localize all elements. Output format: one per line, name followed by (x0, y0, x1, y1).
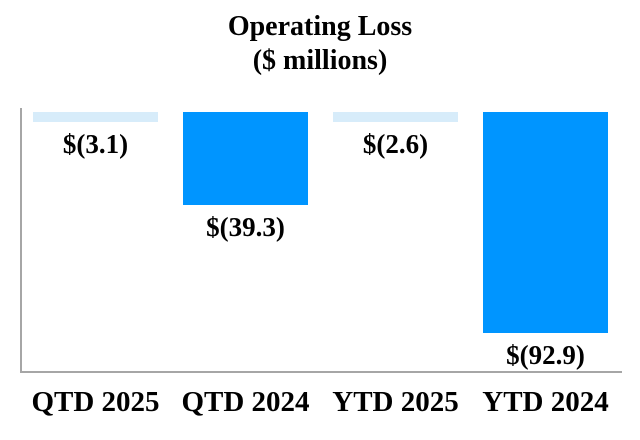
bar-ytd-2024 (483, 112, 608, 333)
category-label-qtd-2024: QTD 2024 (181, 386, 310, 418)
value-label-ytd-2025: $(2.6) (362, 129, 429, 159)
bar-ytd-2025 (333, 112, 458, 122)
chart-title: Operating Loss ($ millions) (0, 10, 640, 78)
category-label-qtd-2025: QTD 2025 (31, 386, 160, 418)
bar-qtd-2025 (33, 112, 158, 122)
value-label-ytd-2024: $(92.9) (506, 340, 585, 370)
y-axis-line (20, 108, 22, 373)
bar-qtd-2024 (183, 112, 308, 205)
chart-title-line2: ($ millions) (252, 45, 388, 76)
category-label-ytd-2024: YTD 2024 (482, 386, 609, 418)
category-label-ytd-2025: YTD 2025 (332, 386, 459, 418)
value-label-qtd-2024: $(39.3) (206, 212, 285, 242)
chart-title-line1: Operating Loss (227, 11, 413, 42)
x-axis-line (20, 371, 622, 373)
value-label-qtd-2025: $(3.1) (62, 129, 129, 159)
